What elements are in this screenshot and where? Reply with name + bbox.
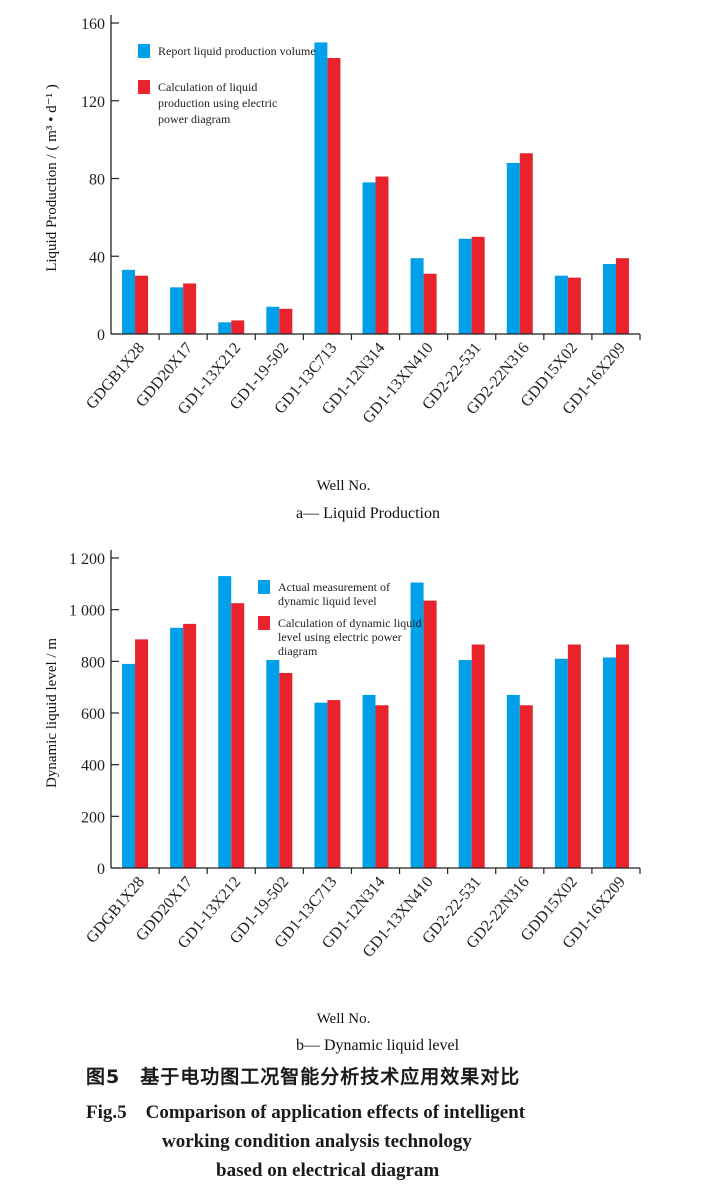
bar-gd1-16x209-series-1 <box>602 657 616 868</box>
bar-gd1-13xn410-series-1 <box>410 258 424 334</box>
bar-gd1-19-502-series-2 <box>279 672 293 868</box>
bar-gd2-22-531-series-2 <box>471 644 485 868</box>
bar-gd1-16x209-series-1 <box>602 264 616 334</box>
bar-gd1-13xn410-series-2 <box>423 273 437 334</box>
bar-gd1-13x212-series-1 <box>218 576 232 868</box>
bar-gd1-12n314-series-2 <box>375 705 389 868</box>
legend-swatch-series-2 <box>258 616 270 630</box>
bar-gdd20x17-series-2 <box>183 623 197 868</box>
bar-gdgb1x28-series-1 <box>122 269 136 334</box>
bar-gd1-12n314-series-1 <box>362 182 376 334</box>
y-tick-label: 200 <box>81 809 105 826</box>
bar-gdd20x17-series-1 <box>170 287 184 334</box>
bar-gd1-13c713-series-1 <box>314 42 328 334</box>
figure-canvas: 04080120160GDGB1X28GDD20X17GD1-13X212GD1… <box>44 15 641 1054</box>
legend-label-series-1: Report liquid production volume <box>158 44 316 58</box>
bar-gd2-22-531-series-1 <box>458 238 472 334</box>
bar-gd1-13c713-series-1 <box>314 702 328 868</box>
chart-liquid-production: 04080120160GDGB1X28GDD20X17GD1-13X212GD1… <box>44 15 641 522</box>
legend-label-series-2: power diagram <box>158 112 231 126</box>
bar-gd1-13xn410-series-2 <box>423 600 437 868</box>
x-axis-title: Well No. <box>317 1011 371 1027</box>
y-tick-label: 120 <box>81 94 105 111</box>
legend-label-series-1: dynamic liquid level <box>278 594 377 608</box>
bar-gdd15x02-series-2 <box>567 644 581 868</box>
bar-gd1-13c713-series-2 <box>327 57 341 335</box>
y-tick-label: 40 <box>89 249 105 266</box>
bar-gd1-13x212-series-2 <box>231 603 245 868</box>
bar-gd1-13xn410-series-1 <box>410 582 424 868</box>
legend-swatch-series-1 <box>258 580 270 594</box>
bar-gdd15x02-series-2 <box>567 277 581 334</box>
bar-gd1-12n314-series-2 <box>375 176 389 334</box>
caption-en-line-3: based on electrical diagram <box>216 1160 440 1181</box>
caption-en-line-1: Fig.5 Comparison of application effects … <box>86 1102 526 1123</box>
y-axis-title: Dynamic liquid level / m <box>44 638 60 788</box>
bar-gd1-12n314-series-1 <box>362 694 376 868</box>
y-tick-label: 600 <box>81 706 105 723</box>
bar-gdgb1x28-series-2 <box>135 275 149 334</box>
legend-label-series-2: Calculation of dynamic liquid <box>278 616 422 630</box>
bar-gdd20x17-series-2 <box>183 283 197 334</box>
bar-gd2-22-531-series-1 <box>458 660 472 868</box>
bar-gdgb1x28-series-2 <box>135 639 149 868</box>
legend-swatch-series-1 <box>138 44 150 58</box>
legend-swatch-series-2 <box>138 80 150 94</box>
legend-label-series-2: production using electric <box>158 96 277 110</box>
bar-gd2-22n316-series-2 <box>519 705 533 868</box>
legend-label-series-2: level using electric power <box>278 630 402 644</box>
bar-gd2-22n316-series-1 <box>506 162 520 334</box>
caption-en-line-2: working condition analysis technology <box>162 1131 472 1152</box>
bar-gdd15x02-series-1 <box>554 275 568 334</box>
bar-gdd20x17-series-1 <box>170 627 184 868</box>
bar-gdgb1x28-series-1 <box>122 663 136 868</box>
subfigure-caption: a— Liquid Production <box>296 505 440 522</box>
legend-label-series-1: Actual measurement of <box>278 580 390 594</box>
bar-gd2-22n316-series-2 <box>519 153 533 334</box>
legend-label-series-2: diagram <box>278 644 318 658</box>
bar-gd1-19-502-series-1 <box>266 660 280 868</box>
bar-gd2-22n316-series-1 <box>506 694 520 868</box>
bar-gdd15x02-series-1 <box>554 658 568 868</box>
y-tick-label: 0 <box>97 861 105 878</box>
figure-caption-chinese: 图5 基于电功图工况智能分析技术应用效果对比 <box>86 1066 521 1088</box>
y-tick-label: 800 <box>81 654 105 671</box>
y-axis-title: Liquid Production / ( m³ • d⁻¹ ) <box>44 84 60 272</box>
bar-gd1-13x212-series-2 <box>231 320 245 334</box>
bar-gd1-19-502-series-2 <box>279 308 293 334</box>
y-tick-label: 160 <box>81 16 105 33</box>
legend-label-series-2: Calculation of liquid <box>158 80 257 94</box>
figure-caption-english: Fig.5 Comparison of application effects … <box>86 1098 646 1185</box>
y-tick-label: 0 <box>97 327 105 344</box>
y-tick-label: 1 000 <box>69 603 105 620</box>
y-tick-label: 1 200 <box>69 551 105 568</box>
bar-gd1-16x209-series-2 <box>615 258 629 334</box>
bar-gd1-13c713-series-2 <box>327 700 341 868</box>
bar-gd1-16x209-series-2 <box>615 644 629 868</box>
x-axis-title: Well No. <box>317 478 371 494</box>
y-tick-label: 80 <box>89 172 105 189</box>
bar-gd1-13x212-series-1 <box>218 322 232 334</box>
y-tick-label: 400 <box>81 758 105 775</box>
subfigure-caption: b— Dynamic liquid level <box>296 1037 460 1054</box>
bar-gd1-19-502-series-1 <box>266 306 280 334</box>
bar-gd2-22-531-series-2 <box>471 236 485 334</box>
